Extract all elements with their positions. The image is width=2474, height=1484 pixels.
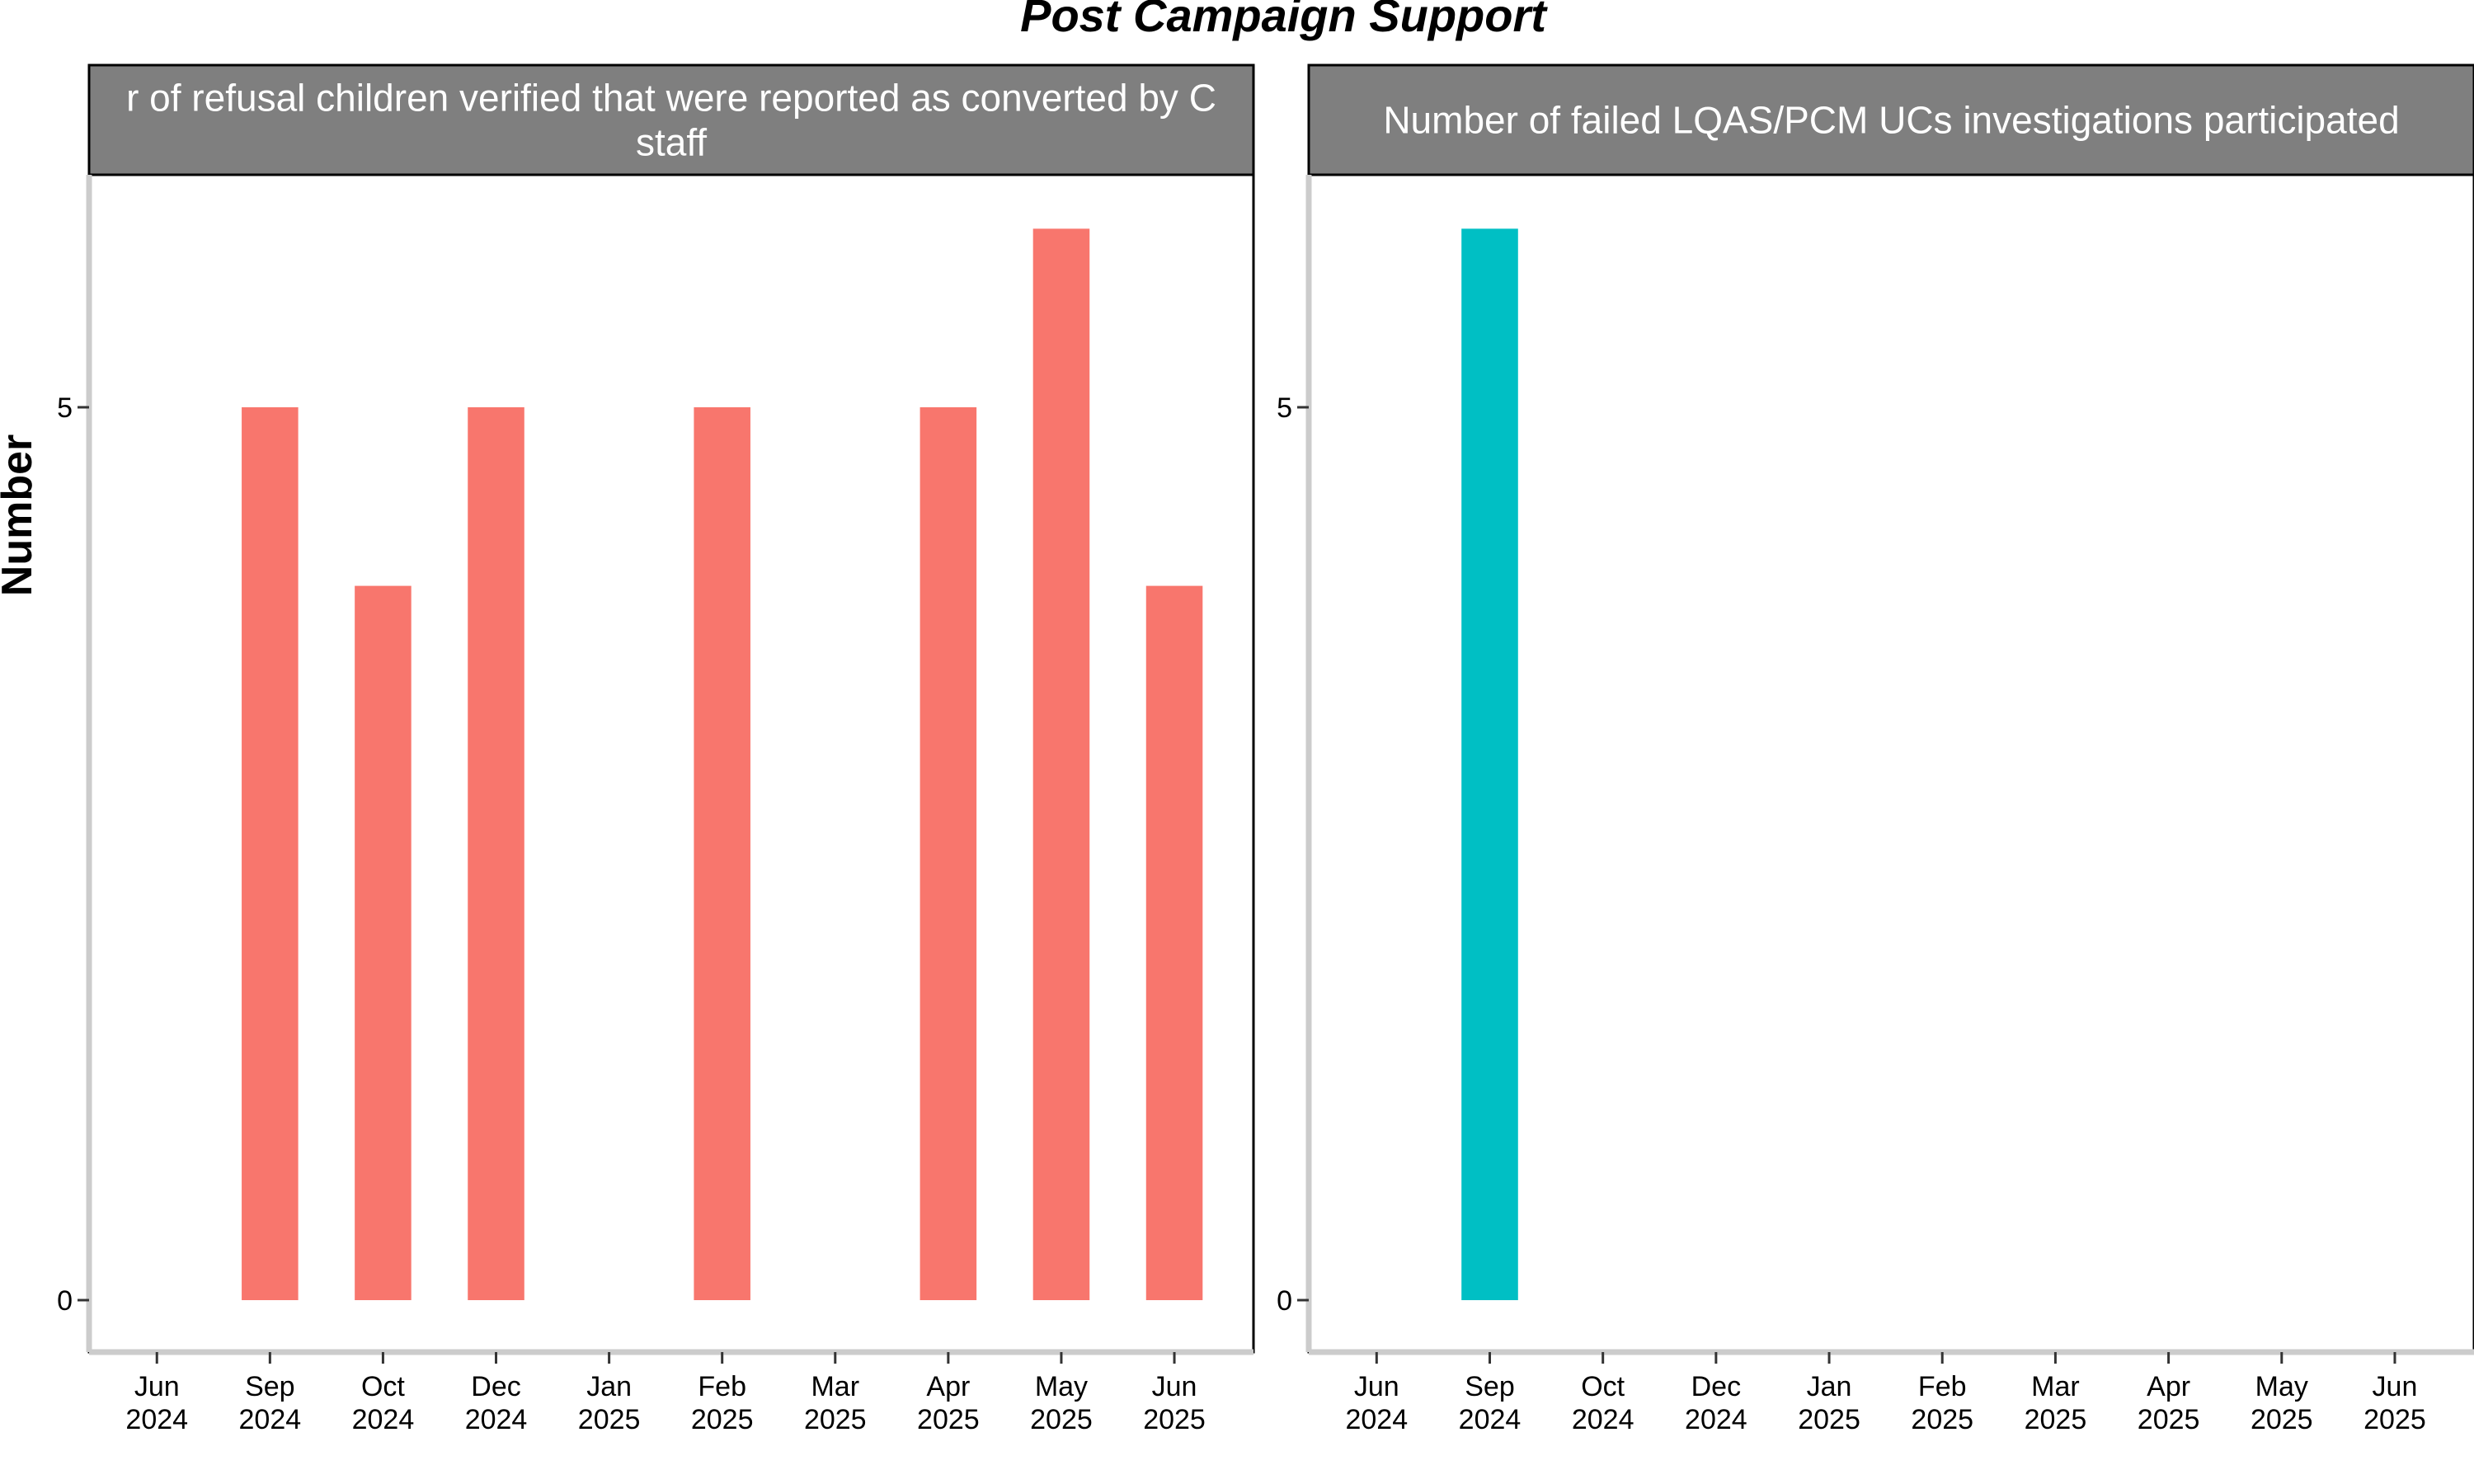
y-tick-label: 0 xyxy=(1277,1285,1292,1317)
bar xyxy=(468,407,524,1300)
x-tick-label: Sep xyxy=(245,1371,295,1402)
x-tick-label: Jan xyxy=(1807,1371,1852,1402)
panel-strip-label: Number of failed LQAS/PCM UCs investigat… xyxy=(1383,99,2399,142)
x-tick-label: Mar xyxy=(2031,1371,2080,1402)
x-tick-label: 2025 xyxy=(917,1404,980,1435)
bar xyxy=(694,407,750,1300)
x-tick-label: Apr xyxy=(926,1371,970,1402)
x-tick-label: May xyxy=(2255,1371,2308,1402)
panel-strip-label: staff xyxy=(636,121,707,164)
panel-strip-label: r of refusal children verified that were… xyxy=(126,77,1216,120)
x-tick-label: 2024 xyxy=(239,1404,302,1435)
x-tick-label: Dec xyxy=(471,1371,520,1402)
x-tick-label: 2025 xyxy=(1030,1404,1093,1435)
x-tick-label: 2024 xyxy=(1685,1404,1747,1435)
x-tick-label: Mar xyxy=(811,1371,859,1402)
x-tick-label: 2025 xyxy=(804,1404,867,1435)
y-tick-label: 5 xyxy=(1277,392,1292,424)
x-tick-label: 2025 xyxy=(691,1404,754,1435)
y-axis-label: Number xyxy=(0,434,41,596)
x-tick-label: 2024 xyxy=(465,1404,528,1435)
chart-title: Post Campaign Support xyxy=(1020,0,1548,41)
bar xyxy=(355,585,412,1300)
x-tick-label: Oct xyxy=(361,1371,405,1402)
x-tick-label: 2025 xyxy=(1911,1404,1973,1435)
x-tick-label: Feb xyxy=(1918,1371,1967,1402)
x-tick-label: Jun xyxy=(2373,1371,2418,1402)
x-tick-label: 2024 xyxy=(1345,1404,1408,1435)
x-tick-label: 2025 xyxy=(2025,1404,2087,1435)
x-tick-label: Jun xyxy=(134,1371,180,1402)
x-tick-label: Oct xyxy=(1581,1371,1625,1402)
x-tick-label: 2025 xyxy=(1143,1404,1206,1435)
x-tick-label: 2024 xyxy=(1459,1404,1522,1435)
x-tick-label: Apr xyxy=(2147,1371,2190,1402)
x-tick-label: Jun xyxy=(1354,1371,1399,1402)
x-tick-label: May xyxy=(1035,1371,1088,1402)
bar xyxy=(1145,585,1203,1300)
x-tick-label: 2025 xyxy=(2251,1404,2313,1435)
x-tick-label: 2025 xyxy=(2138,1404,2200,1435)
bar xyxy=(1032,228,1090,1300)
x-tick-label: 2024 xyxy=(125,1404,188,1435)
x-tick-label: Jun xyxy=(1152,1371,1197,1402)
panel-strip xyxy=(87,63,1255,176)
bar xyxy=(920,407,977,1300)
x-tick-label: Dec xyxy=(1691,1371,1741,1402)
x-tick-label: 2025 xyxy=(2363,1404,2426,1435)
y-tick-label: 0 xyxy=(57,1285,73,1317)
x-tick-label: 2024 xyxy=(1572,1404,1634,1435)
x-tick-label: 2025 xyxy=(578,1404,641,1435)
bar xyxy=(1461,228,1518,1300)
x-tick-label: 2025 xyxy=(1798,1404,1860,1435)
chart-panels: r of refusal children verified that were… xyxy=(57,63,2474,1435)
x-tick-label: 2024 xyxy=(352,1404,415,1435)
x-tick-label: Feb xyxy=(698,1371,746,1402)
y-tick-label: 5 xyxy=(57,392,73,424)
panel-strip xyxy=(1307,63,2474,176)
bar xyxy=(242,407,299,1300)
x-tick-label: Sep xyxy=(1465,1371,1515,1402)
x-tick-label: Jan xyxy=(586,1371,632,1402)
